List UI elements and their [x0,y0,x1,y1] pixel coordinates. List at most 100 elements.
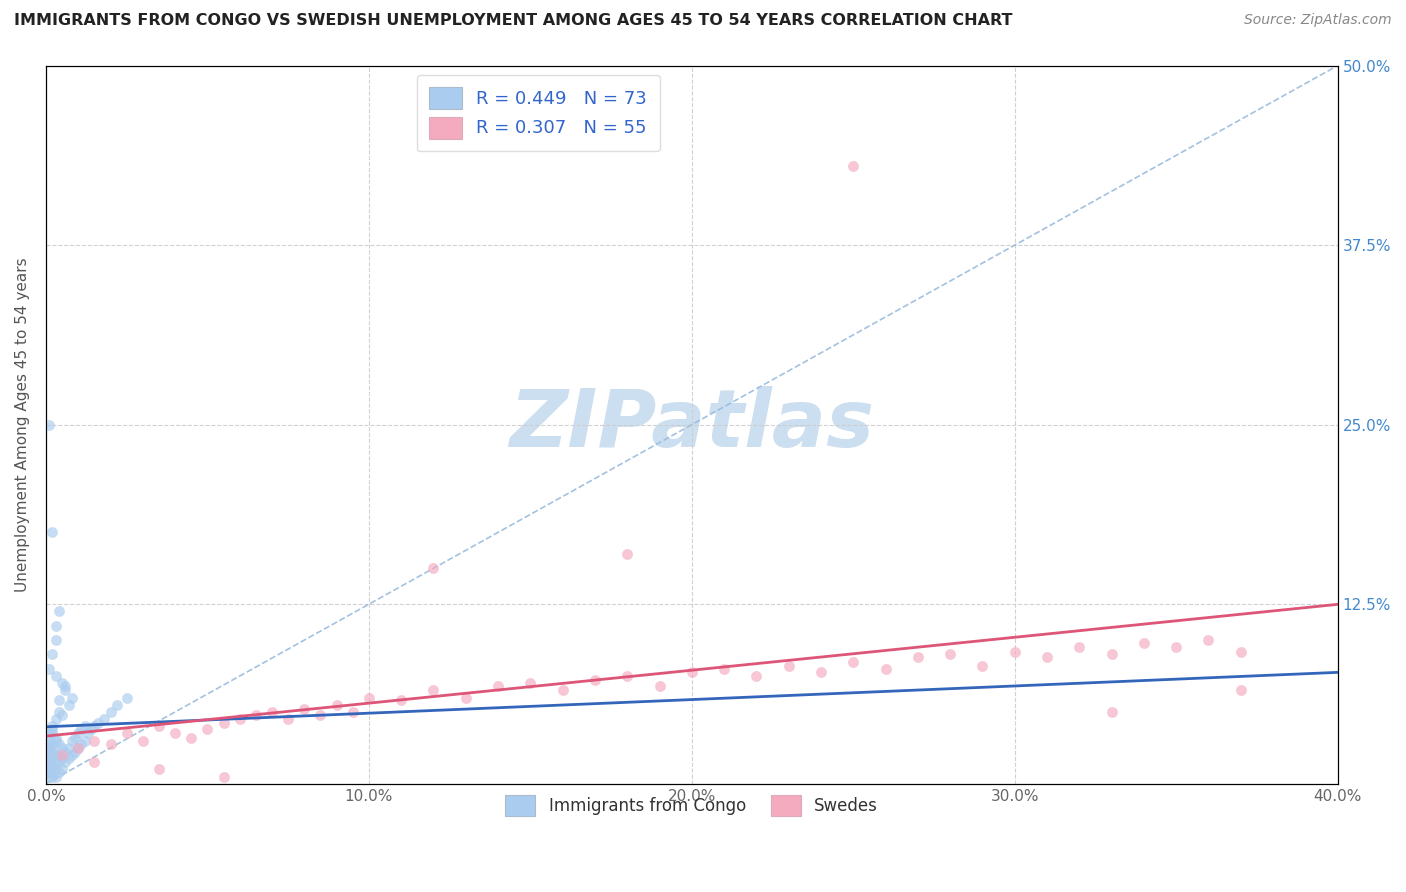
Point [38,755,60,769]
Point [41,770,63,784]
Point [292,702,315,716]
Point [842,159,865,173]
Point [45,770,67,784]
Point [41,719,63,733]
Point [1229,683,1251,698]
Point [228,712,250,726]
Point [1101,648,1123,662]
Text: Source: ZipAtlas.com: Source: ZipAtlas.com [1244,13,1392,28]
Point [648,679,671,693]
Point [907,650,929,665]
Point [1069,640,1091,655]
Point [48,693,70,707]
Point [51,740,73,755]
Point [38,740,60,755]
Point [58,698,80,712]
Point [45,763,67,777]
Point [45,633,67,648]
Point [41,722,63,736]
Point [51,751,73,765]
Point [51,763,73,777]
Point [48,604,70,618]
Point [309,707,332,722]
Point [83,733,105,747]
Point [810,665,832,679]
Point [212,716,235,731]
Point [83,755,105,769]
Point [41,759,63,773]
Point [165,726,187,740]
Point [1004,644,1026,658]
Point [422,561,444,575]
Point [583,673,606,688]
Point [148,763,170,777]
Point [45,712,67,726]
Point [60,733,83,747]
Point [148,719,170,733]
Point [875,662,897,676]
Point [41,751,63,765]
Point [38,726,60,740]
Point [38,765,60,780]
Point [519,676,541,690]
Point [63,731,86,745]
Point [38,751,60,765]
Point [45,731,67,745]
Point [616,669,638,683]
Point [115,690,138,705]
Text: ZIPatlas: ZIPatlas [509,385,875,464]
Point [51,707,73,722]
Point [38,763,60,777]
Point [422,683,444,698]
Point [260,705,283,719]
Point [342,705,364,719]
Point [105,698,128,712]
Point [77,726,100,740]
Point [132,733,155,747]
Point [60,747,83,762]
Point [73,733,96,747]
Point [38,733,60,747]
Point [45,747,67,762]
Point [53,745,76,759]
Point [100,705,122,719]
Point [67,726,90,740]
Y-axis label: Unemployment Among Ages 45 to 54 years: Unemployment Among Ages 45 to 54 years [15,258,30,592]
Point [197,722,219,736]
Point [1101,705,1123,719]
Point [245,707,267,722]
Point [38,759,60,773]
Point [45,755,67,769]
Point [80,722,103,736]
Point [100,737,122,751]
Point [58,740,80,755]
Point [38,747,60,762]
Point [53,679,76,693]
Point [48,765,70,780]
Point [972,659,994,673]
Point [60,690,83,705]
Point [70,722,93,736]
Point [115,726,138,740]
Point [454,690,477,705]
Point [67,740,90,755]
Point [48,755,70,769]
Point [51,676,73,690]
Point [63,745,86,759]
Point [93,712,115,726]
Point [48,705,70,719]
Point [1166,640,1188,655]
Point [83,719,105,733]
Text: IMMIGRANTS FROM CONGO VS SWEDISH UNEMPLOYMENT AMONG AGES 45 TO 54 YEARS CORRELAT: IMMIGRANTS FROM CONGO VS SWEDISH UNEMPLO… [14,13,1012,29]
Point [1133,636,1156,650]
Point [1036,650,1059,665]
Point [70,737,93,751]
Point [681,665,703,679]
Point [842,655,865,669]
Point [41,726,63,740]
Point [551,683,574,698]
Point [486,679,509,693]
Point [38,662,60,676]
Point [1198,633,1220,648]
Point [357,690,380,705]
